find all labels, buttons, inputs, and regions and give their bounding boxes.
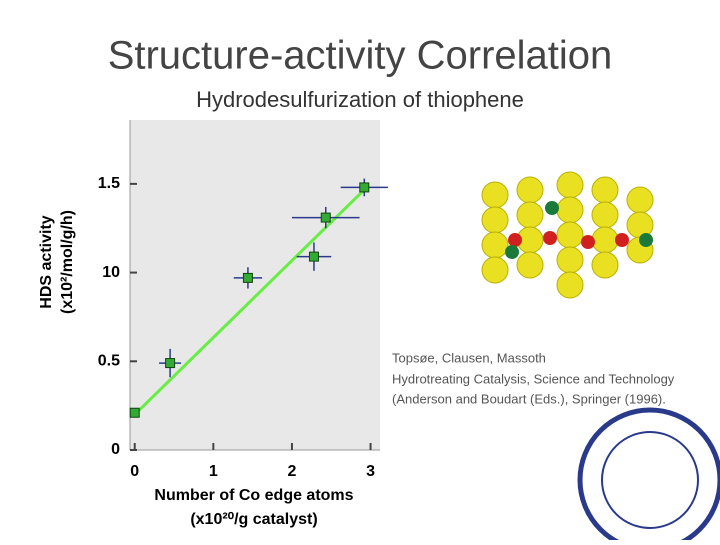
x-tick-label: 2	[287, 463, 296, 480]
data-point	[308, 251, 319, 262]
x-tick-label: 0	[130, 463, 139, 480]
x-tick-label: 3	[366, 463, 375, 480]
structure-illustration	[481, 171, 654, 299]
y-tick-label: 0	[111, 441, 120, 458]
logo	[577, 407, 720, 545]
data-point	[165, 358, 176, 369]
data-point	[320, 212, 331, 223]
data-point	[129, 407, 140, 418]
citation: Topsøe, Clausen, Massoth	[392, 350, 546, 365]
x-axis-title: Number of Co edge atoms	[154, 487, 353, 504]
y-axis-title: (x10²/mol/g/h)	[59, 210, 76, 314]
data-point	[359, 182, 370, 193]
y-tick-label: 1.5	[98, 175, 120, 192]
slide-subtitle: Hydrodesulfurization of thiophene	[196, 87, 524, 112]
y-tick-label: 10	[102, 264, 120, 281]
plot-area	[130, 120, 380, 450]
x-axis-title: (x10²⁰/g catalyst)	[190, 511, 317, 528]
citation: Hydrotreating Catalysis, Science and Tec…	[392, 371, 675, 386]
data-point	[242, 272, 253, 283]
fit-line	[133, 186, 368, 416]
y-axis-title: HDS activity	[38, 215, 55, 308]
slide-title: Structure-activity Correlation	[108, 34, 613, 78]
citation: (Anderson and Boudart (Eds.), Springer (…	[392, 391, 666, 406]
y-tick-label: 0.5	[98, 353, 120, 370]
x-tick-label: 1	[209, 463, 218, 480]
